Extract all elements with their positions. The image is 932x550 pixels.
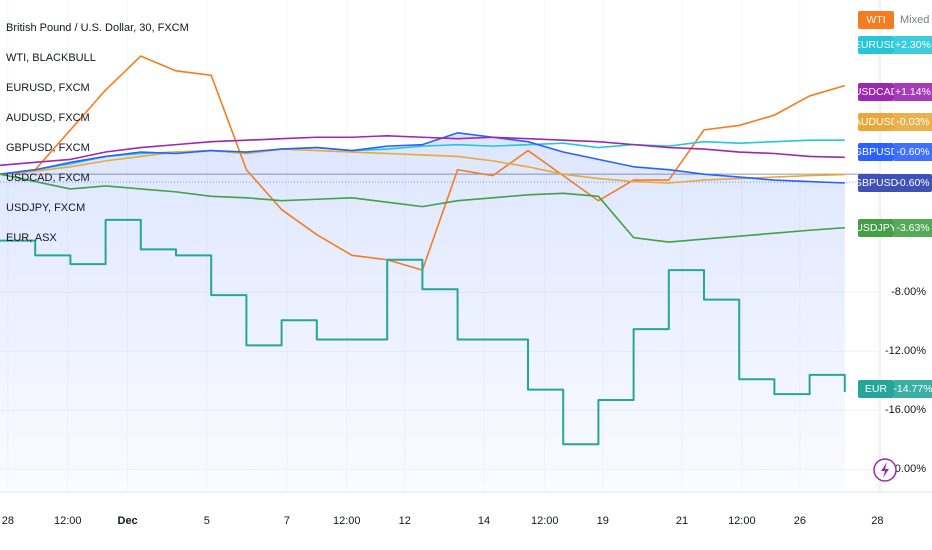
- y-tick-label: -8.00%: [891, 286, 926, 298]
- price-tag-value-bg: [894, 380, 932, 398]
- price-tag-value: +2.30%: [895, 39, 931, 51]
- fills: [0, 132, 845, 490]
- price-tag-name: EUR: [865, 383, 888, 395]
- legend-entry: GBPUSD, FXCM: [6, 142, 90, 154]
- line: [34, 55, 846, 271]
- x-tick-label: 12: [399, 515, 411, 527]
- legend-entry: WTI, BLACKBULL: [6, 52, 96, 64]
- price-tag-value: -14.77%: [893, 383, 932, 395]
- x-tick-label: 28: [2, 515, 14, 527]
- x-tick-label: 21: [676, 515, 688, 527]
- y-tick-label: -12.00%: [885, 345, 926, 357]
- legend-entry: EURUSD, FXCM: [6, 82, 90, 94]
- x-tick-label: 12:00: [333, 515, 361, 527]
- price-tag-name: USDJPY: [855, 222, 896, 234]
- line: [0, 132, 845, 184]
- price-tag-value: +1.14%: [895, 86, 931, 98]
- legend-entry: USDCAD, FXCM: [6, 172, 90, 184]
- price-tag-value-bg: [894, 36, 932, 54]
- line: [0, 148, 845, 184]
- price-tag: [858, 380, 894, 398]
- price-tag-name: USDCAD: [854, 86, 899, 98]
- chart-title: British Pound / U.S. Dollar, 30, FXCM: [6, 22, 189, 34]
- price-tag-name: GBPUSD: [854, 177, 899, 189]
- x-tick-label: 12:00: [531, 515, 559, 527]
- x-tick-label: 14: [478, 515, 490, 527]
- price-tag-name: WTI: [866, 14, 885, 26]
- price-tag-value-bg: [894, 219, 932, 237]
- area: [0, 132, 845, 490]
- price-tag-name: AUDUSD: [854, 116, 899, 128]
- price-tag: [858, 113, 894, 131]
- price-tag: [858, 36, 894, 54]
- price-tag-value: -0.03%: [896, 116, 929, 128]
- x-tick-label: 28: [871, 515, 883, 527]
- price-tag-value: -0.60%: [896, 177, 929, 189]
- line: [0, 173, 845, 243]
- x-tick-label: 5: [204, 515, 210, 527]
- lines: [0, 55, 846, 446]
- price-tag: [858, 219, 894, 237]
- price-tag-name: GBPUSD: [854, 146, 899, 158]
- price-tag: [858, 83, 894, 101]
- x-tick-label: 12:00: [54, 515, 82, 527]
- price-tag: [858, 11, 894, 29]
- price-tag-name: EURUSD: [854, 39, 899, 51]
- price-tag: [858, 143, 894, 161]
- x-tick-label: 19: [597, 515, 609, 527]
- scale-mode: Mixed: [900, 14, 929, 26]
- price-tag-value-bg: [894, 143, 932, 161]
- price-tag-value-bg: [894, 83, 932, 101]
- price-tag-value: -3.63%: [896, 222, 929, 234]
- legend-entry: USDJPY, FXCM: [6, 202, 85, 214]
- price-tag: [858, 174, 932, 192]
- line: [0, 218, 846, 446]
- x-tick-label: 26: [794, 515, 806, 527]
- x-tick-label: Dec: [118, 515, 138, 527]
- line: [0, 139, 845, 175]
- legend-entry: EUR, ASX: [6, 232, 57, 244]
- price-tag-value: -0.60%: [896, 146, 929, 158]
- x-tick-label: 7: [284, 515, 290, 527]
- lightning-icon: [873, 458, 897, 482]
- line: [0, 134, 845, 167]
- price-tag-value-bg: [894, 113, 932, 131]
- legend-entry: AUDUSD, FXCM: [6, 112, 90, 124]
- y-tick-label: -16.00%: [885, 404, 926, 416]
- x-tick-label: 12:00: [728, 515, 756, 527]
